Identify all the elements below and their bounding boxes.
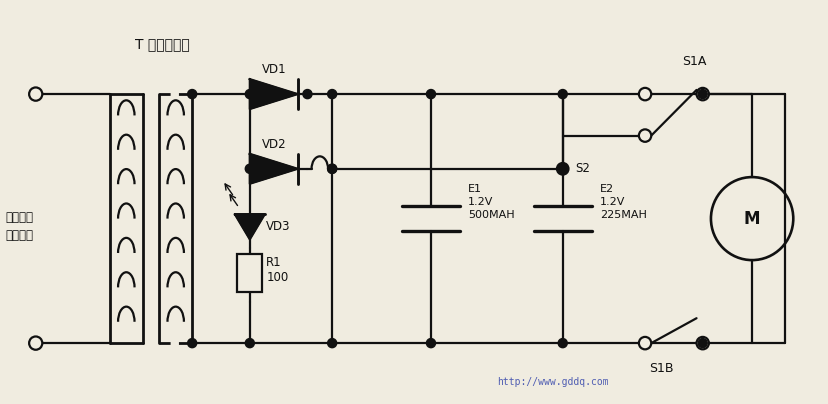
Polygon shape xyxy=(234,215,264,239)
Polygon shape xyxy=(249,79,297,109)
Circle shape xyxy=(245,90,254,99)
Text: 交流电源
电压输入: 交流电源 电压输入 xyxy=(5,211,33,242)
Circle shape xyxy=(327,164,336,173)
Circle shape xyxy=(556,163,568,175)
Text: VD3: VD3 xyxy=(266,221,291,234)
Circle shape xyxy=(327,90,336,99)
Circle shape xyxy=(697,90,706,99)
Circle shape xyxy=(696,88,708,100)
Circle shape xyxy=(697,339,706,348)
Circle shape xyxy=(557,339,566,348)
Text: VD1: VD1 xyxy=(262,63,286,76)
Text: VD2: VD2 xyxy=(262,138,286,151)
Circle shape xyxy=(426,339,435,348)
Circle shape xyxy=(426,90,435,99)
Circle shape xyxy=(638,129,651,142)
Bar xyxy=(237,254,262,292)
Circle shape xyxy=(327,164,336,173)
Text: R1
100: R1 100 xyxy=(266,257,288,284)
Text: T 电源变压器: T 电源变压器 xyxy=(134,37,189,51)
Text: S1A: S1A xyxy=(681,55,705,68)
Circle shape xyxy=(245,339,254,348)
Text: http://www.gddq.com: http://www.gddq.com xyxy=(496,377,608,387)
Circle shape xyxy=(245,164,254,173)
Circle shape xyxy=(557,164,566,173)
Circle shape xyxy=(302,90,311,99)
Circle shape xyxy=(187,339,196,348)
Circle shape xyxy=(29,337,42,350)
Polygon shape xyxy=(249,154,297,184)
Text: M: M xyxy=(743,210,759,227)
Circle shape xyxy=(187,90,196,99)
Circle shape xyxy=(557,90,566,99)
Circle shape xyxy=(696,337,708,349)
Text: S2: S2 xyxy=(575,162,590,175)
Circle shape xyxy=(638,337,651,349)
Circle shape xyxy=(557,164,566,173)
Text: E2
1.2V
225MAH: E2 1.2V 225MAH xyxy=(599,184,646,220)
Circle shape xyxy=(327,339,336,348)
Circle shape xyxy=(638,88,651,100)
Text: E1
1.2V
500MAH: E1 1.2V 500MAH xyxy=(468,184,514,220)
Circle shape xyxy=(29,87,42,101)
Text: S1B: S1B xyxy=(648,362,673,375)
